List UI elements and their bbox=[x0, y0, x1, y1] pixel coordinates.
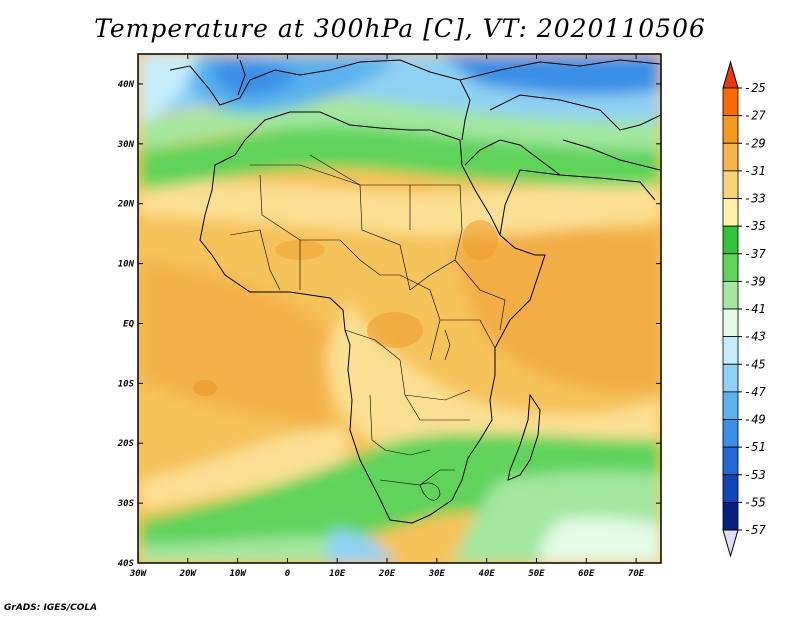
colorbar bbox=[722, 60, 739, 558]
grads-credit: GrADS: IGES/COLA bbox=[4, 603, 98, 613]
colorbar-label: -41 bbox=[744, 302, 766, 316]
lat-label: 40S bbox=[118, 559, 135, 569]
colorbar-box bbox=[722, 280, 739, 310]
coastlines bbox=[169, 59, 661, 524]
lat-label: EQ bbox=[123, 319, 134, 329]
colorbar-label: -57 bbox=[744, 523, 766, 537]
colorbar-box bbox=[722, 142, 739, 172]
colorbar-min-arrow bbox=[722, 529, 739, 558]
lon-label: 0 bbox=[285, 569, 291, 579]
lat-label: 30S bbox=[117, 499, 135, 509]
colorbar-label: -27 bbox=[744, 109, 766, 123]
colorbar-max-arrow bbox=[722, 60, 739, 89]
colorbar-box bbox=[722, 419, 739, 448]
colorbar-label: -31 bbox=[744, 164, 766, 178]
longitude-labels: 30W 20W 10W 0 10E 20E 30E 40E 50E 60E 70E bbox=[129, 569, 645, 579]
map-frame bbox=[137, 53, 662, 564]
lon-label: 20E bbox=[378, 569, 396, 579]
colorbar-box bbox=[722, 253, 739, 282]
colorbar-box bbox=[722, 308, 739, 338]
colorbar-box bbox=[722, 198, 739, 227]
lat-label: 20N bbox=[117, 200, 135, 210]
lat-label: 30N bbox=[117, 140, 135, 150]
colorbar-label: -51 bbox=[744, 440, 766, 454]
colorbar-box bbox=[722, 225, 739, 255]
latitude-labels: 40N 30N 20N 10N EQ 10S 20S 30S 40S bbox=[117, 80, 135, 569]
colorbar-label: -45 bbox=[744, 357, 766, 371]
colorbar-box bbox=[722, 446, 739, 476]
colorbar-label: -29 bbox=[744, 136, 766, 150]
colorbar-label: -39 bbox=[744, 274, 766, 288]
lon-label: 60E bbox=[578, 569, 595, 579]
lon-label: 70E bbox=[628, 569, 645, 579]
lon-label: 30E bbox=[428, 569, 446, 579]
colorbar-box bbox=[722, 336, 739, 365]
colorbar-box bbox=[722, 87, 739, 117]
colorbar-label: -49 bbox=[744, 413, 766, 427]
lon-label: 30W bbox=[129, 569, 148, 579]
colorbar-labels: -25 -27 -29 -31 -33 -35 -37 -39 -41 -43 -45 -47 -49 -… bbox=[738, 81, 766, 537]
colorbar-box bbox=[722, 391, 739, 420]
colorbar-label: -35 bbox=[744, 219, 766, 233]
lon-label: 10E bbox=[329, 569, 346, 579]
lon-label: 40E bbox=[479, 569, 496, 579]
lat-label: 10S bbox=[118, 379, 135, 389]
axis-ticks bbox=[137, 54, 661, 564]
colorbar-label: -43 bbox=[744, 330, 766, 344]
lat-label: 20S bbox=[117, 439, 135, 449]
lon-label: 50E bbox=[528, 569, 545, 579]
colorbar-box bbox=[722, 115, 739, 144]
colorbar-box bbox=[722, 170, 739, 199]
colorbar-label: -47 bbox=[744, 385, 766, 399]
lat-label: 10N bbox=[118, 260, 135, 270]
colorbar-box bbox=[722, 363, 739, 393]
lon-label: 10W bbox=[229, 569, 247, 579]
colorbar-label: -55 bbox=[744, 495, 766, 509]
colorbar-label: -53 bbox=[744, 468, 766, 482]
temperature-field bbox=[138, 54, 661, 563]
lat-label: 40N bbox=[118, 80, 135, 90]
colorbar-label: -33 bbox=[744, 192, 766, 206]
colorbar-label: -37 bbox=[744, 247, 766, 261]
country-borders bbox=[229, 154, 506, 501]
map-title: Temperature at 300hPa [C], VT: 202011050… bbox=[94, 14, 706, 43]
lon-label: 20W bbox=[179, 569, 198, 579]
colorbar-box bbox=[722, 474, 739, 503]
colorbar-label: -25 bbox=[744, 81, 766, 95]
colorbar-box bbox=[722, 501, 739, 531]
